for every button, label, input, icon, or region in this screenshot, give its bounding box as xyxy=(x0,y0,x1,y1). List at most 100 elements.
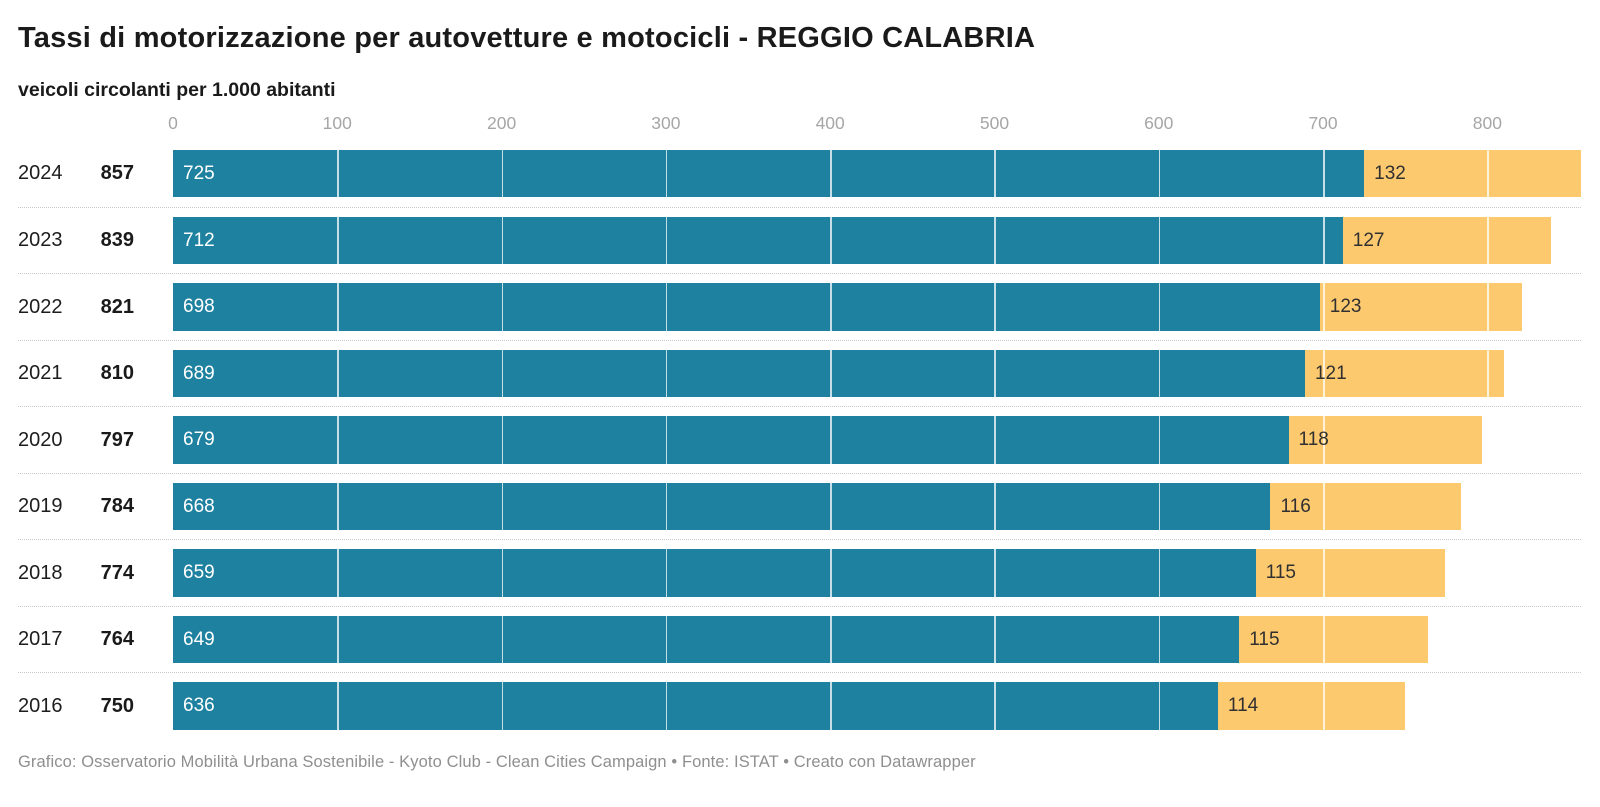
year-label: 2016 xyxy=(18,694,63,717)
year-label: 2018 xyxy=(18,561,63,584)
gridline xyxy=(1158,283,1161,331)
bar-value-label: 698 xyxy=(183,296,215,317)
year-label: 2020 xyxy=(18,428,63,451)
gridline xyxy=(1487,216,1489,265)
year-label: 2017 xyxy=(18,628,63,650)
gridline xyxy=(830,216,832,265)
gridline xyxy=(665,682,668,730)
gridline xyxy=(994,149,996,198)
total-label: 839 xyxy=(100,229,134,251)
gridline xyxy=(830,549,832,597)
gridline xyxy=(830,615,832,664)
bar-value-label: 118 xyxy=(1298,429,1329,450)
bar-segment-autovetture[interactable]: 636 xyxy=(173,682,1218,730)
year-label: 2023 xyxy=(18,229,63,251)
bar-segment-motocicli[interactable]: 118 xyxy=(1288,416,1483,464)
bar-segment-motocicli[interactable]: 127 xyxy=(1342,216,1552,265)
page-title: Tassi di motorizzazione per autovetture … xyxy=(18,22,1036,54)
bar-value-label: 116 xyxy=(1280,495,1311,517)
stacked-bar-chart: 0 100 200 300 400 500 600 700 800 2024 857 725 132 2… xyxy=(18,102,1581,739)
total-label: 774 xyxy=(100,561,134,584)
gridline xyxy=(994,216,996,265)
gridline xyxy=(337,482,339,531)
bar-value-label: 712 xyxy=(183,229,215,251)
bar-value-label: 668 xyxy=(183,495,215,517)
gridline xyxy=(1158,349,1161,398)
gridline xyxy=(337,416,339,464)
gridline xyxy=(994,682,996,730)
bar-area: 689 121 xyxy=(173,349,1581,398)
total-label: 810 xyxy=(100,362,134,384)
x-axis-tick-label: 700 xyxy=(1308,113,1338,134)
year-label: 2022 xyxy=(18,295,63,318)
bar-segment-motocicli[interactable]: 132 xyxy=(1364,149,1581,198)
gridline xyxy=(501,615,504,664)
gridline xyxy=(337,349,339,398)
x-axis-tick-label: 600 xyxy=(1144,113,1174,134)
chart-row: 2024 857 725 132 xyxy=(18,140,1581,207)
bar-segment-motocicli[interactable]: 115 xyxy=(1255,549,1445,597)
bar-value-label: 679 xyxy=(183,429,215,450)
bar-segment-autovetture[interactable]: 689 xyxy=(173,349,1305,398)
gridline xyxy=(501,216,504,265)
total-label: 797 xyxy=(100,428,134,451)
chart-credit: Grafico: Osservatorio Mobilità Urbana So… xyxy=(18,752,976,771)
total-label: 750 xyxy=(100,694,134,717)
gridline xyxy=(1158,416,1161,464)
bar-area: 698 123 xyxy=(173,283,1581,331)
gridline xyxy=(665,149,668,198)
bar-segment-autovetture[interactable]: 698 xyxy=(173,283,1320,331)
bar-value-label: 132 xyxy=(1374,162,1406,184)
gridline xyxy=(1323,149,1325,198)
gridline xyxy=(1323,216,1325,265)
chart-row: 2018 774 659 115 xyxy=(18,539,1581,606)
gridline xyxy=(1487,283,1489,331)
total-label: 857 xyxy=(100,162,134,184)
bar-segment-motocicli[interactable]: 123 xyxy=(1319,283,1522,331)
bar-value-label: 689 xyxy=(183,362,215,384)
chart-row: 2022 821 698 123 xyxy=(18,273,1581,340)
bar-area: 725 132 xyxy=(173,149,1581,198)
gridline xyxy=(830,283,832,331)
bar-segment-autovetture[interactable]: 659 xyxy=(173,549,1256,597)
bar-segment-autovetture[interactable]: 712 xyxy=(173,216,1343,265)
total-label: 784 xyxy=(100,495,134,517)
gridline xyxy=(337,682,339,730)
chart-rows: 2024 857 725 132 2023 839 712 127 2022 821 698 123 2… xyxy=(18,140,1581,739)
bar-value-label: 725 xyxy=(183,162,215,184)
chart-row: 2016 750 636 114 xyxy=(18,672,1581,739)
bar-value-label: 123 xyxy=(1329,296,1362,317)
bar-value-label: 121 xyxy=(1314,362,1347,384)
bar-segment-motocicli[interactable]: 121 xyxy=(1304,349,1504,398)
chart-row: 2021 810 689 121 xyxy=(18,339,1581,407)
gridline xyxy=(994,349,996,398)
bar-segment-autovetture[interactable]: 649 xyxy=(173,615,1240,664)
gridline xyxy=(1158,149,1161,198)
bar-segment-autovetture[interactable]: 725 xyxy=(173,149,1365,198)
bar-area: 679 118 xyxy=(173,416,1581,464)
bar-segment-motocicli[interactable]: 116 xyxy=(1270,482,1462,531)
gridline xyxy=(1158,549,1161,597)
bar-segment-autovetture[interactable]: 668 xyxy=(173,482,1271,531)
gridline xyxy=(501,149,504,198)
gridline xyxy=(830,682,832,730)
gridline xyxy=(1487,682,1489,730)
total-label: 821 xyxy=(100,295,134,318)
x-axis-tick-label: 500 xyxy=(979,113,1010,134)
bar-segment-motocicli[interactable]: 115 xyxy=(1239,615,1429,664)
bar-segment-motocicli[interactable]: 114 xyxy=(1217,682,1406,730)
x-axis-tick-label: 100 xyxy=(322,113,352,134)
bar-area: 649 115 xyxy=(173,615,1581,664)
gridline xyxy=(1323,349,1325,398)
gridline xyxy=(665,349,668,398)
bar-segment-autovetture[interactable]: 679 xyxy=(173,416,1289,464)
gridline xyxy=(1158,216,1161,265)
bar-value-label: 659 xyxy=(183,562,215,583)
gridline xyxy=(501,349,504,398)
chart-row: 2019 784 668 116 xyxy=(18,472,1581,540)
gridline xyxy=(830,482,832,531)
bar-value-label: 115 xyxy=(1265,562,1296,583)
gridline xyxy=(665,283,668,331)
gridline xyxy=(1487,549,1489,597)
